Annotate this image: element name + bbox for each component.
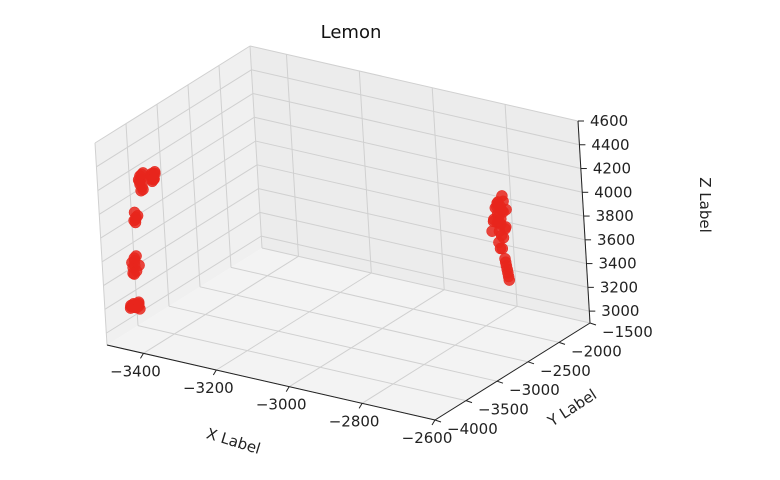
grid-line [97, 93, 254, 191]
data-point [500, 221, 512, 233]
x-tick [431, 419, 436, 426]
z-tick-label: 3800 [596, 207, 634, 225]
grid-line [249, 45, 579, 122]
chart-title: Lemon [321, 22, 382, 43]
grid-line [143, 255, 299, 354]
y-tick-label: −2000 [571, 342, 622, 360]
grid-line [218, 65, 232, 268]
grid-line [256, 164, 586, 241]
grid-line [288, 289, 445, 388]
grid-line [249, 45, 263, 249]
z-tick-label: 4400 [591, 136, 629, 154]
y-tick-label: −1500 [602, 323, 653, 341]
grid-line [261, 235, 590, 312]
grid-line [252, 93, 581, 170]
grid-line [504, 104, 518, 307]
grid-line [94, 45, 251, 144]
grid-line [104, 211, 261, 310]
data-point [496, 242, 509, 255]
grid-line [156, 104, 170, 307]
data-point [491, 197, 503, 209]
x-axis-line [106, 344, 436, 421]
y-axis-line [434, 322, 591, 421]
axis-lines [106, 120, 597, 426]
grid-line [230, 266, 560, 343]
x-tick-label: −3400 [110, 362, 161, 380]
axes-panes [95, 46, 590, 420]
y-tick [496, 380, 504, 384]
x-tick [140, 353, 144, 359]
y-tick-label: −3000 [509, 381, 560, 399]
tick-labels: −3400 −3200 −3000 −2800 −2600−4000−3500 −3000… [110, 112, 653, 447]
grid-line [361, 305, 518, 404]
y-tick [558, 341, 566, 345]
grid-line [94, 142, 108, 346]
scatter-points [124, 166, 516, 315]
grid-line [199, 286, 529, 363]
grid-line [216, 272, 372, 371]
y-tick [434, 419, 442, 423]
z-tick-label: 3600 [597, 231, 635, 249]
x-axis-label: X Label [204, 424, 262, 457]
grid-line [431, 87, 445, 290]
grid-line [96, 69, 252, 168]
grid-line [255, 140, 584, 217]
grid-line [106, 235, 262, 334]
data-point [128, 214, 140, 227]
x-tick [358, 403, 363, 409]
grid-line [254, 116, 583, 193]
grid-line [98, 116, 255, 215]
z-axis-label: Z Label [696, 177, 714, 233]
y-tick-label: −2500 [540, 362, 591, 380]
grid-line [285, 54, 299, 257]
grid-line [251, 69, 580, 146]
grid-line [358, 70, 372, 274]
x-tick [285, 386, 290, 392]
y-tick [589, 322, 597, 326]
x-tick-label: −2800 [329, 412, 380, 430]
z-tick-label: 3400 [598, 255, 636, 273]
data-point [503, 274, 516, 286]
z-axis-line [577, 120, 591, 324]
grid-line [258, 188, 587, 265]
data-point [148, 172, 160, 184]
y-tick-label: −4000 [447, 420, 498, 438]
grid-line [137, 325, 467, 402]
z-tick-label: 4200 [593, 160, 631, 178]
data-point [127, 267, 139, 280]
data-point [134, 178, 146, 191]
y-tick [465, 400, 473, 404]
y-tick-label: −3500 [478, 401, 529, 419]
data-point [128, 252, 141, 264]
grid-line [261, 247, 591, 324]
x-tick-label: −2600 [402, 429, 453, 447]
grid-line [100, 140, 256, 239]
data-point [132, 296, 145, 308]
x-tick-label: −3000 [256, 396, 307, 414]
z-tick-label: 4000 [594, 183, 632, 201]
grid-line [259, 211, 588, 288]
x-tick [212, 369, 217, 376]
x-tick-label: −3200 [183, 379, 234, 397]
grid-line [168, 305, 498, 382]
y-tick [527, 361, 535, 365]
z-tick-label: 3000 [601, 302, 639, 320]
floor-pane [107, 248, 590, 420]
grid-line [101, 164, 258, 263]
z-tick-label: 3200 [600, 278, 638, 296]
grid-line [187, 84, 201, 287]
z-tick-label: 4600 [590, 112, 628, 130]
